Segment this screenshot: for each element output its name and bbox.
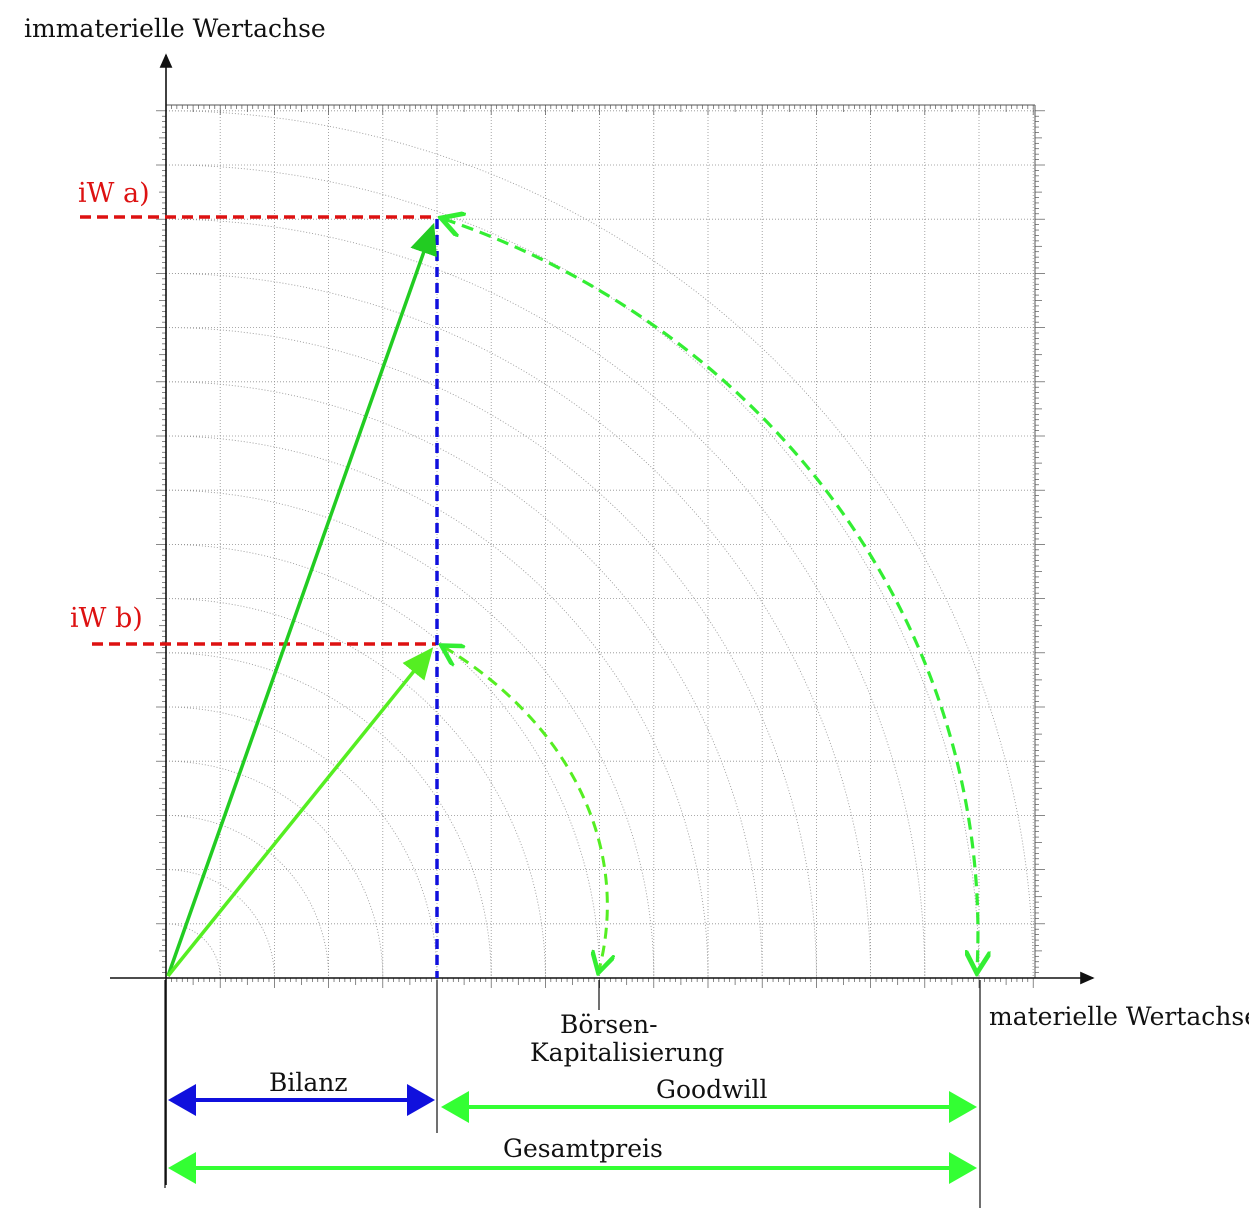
vector-b	[166, 647, 434, 978]
concentric-arc	[165, 923, 221, 979]
concentric-arc	[165, 435, 709, 979]
boersen-label-line2: Kapitalisierung	[530, 1038, 725, 1067]
y-axis-label: immaterielle Wertachse	[24, 14, 326, 43]
concentric-arc	[165, 869, 275, 979]
concentric-arc	[165, 760, 384, 979]
concentric-arc	[165, 164, 980, 979]
concentric-arc	[165, 272, 872, 979]
bilanz-label: Bilanz	[269, 1068, 348, 1097]
grid	[166, 104, 1036, 978]
axis-ticks	[156, 105, 1045, 988]
x-axis-label: materielle Wertachse	[989, 1002, 1249, 1031]
rotation-arc-b	[444, 647, 607, 970]
concentric-arc	[165, 814, 330, 979]
iw-a-label: iW a)	[78, 178, 150, 209]
concentric-arc	[165, 381, 763, 979]
concentric-arc	[165, 706, 438, 979]
rotation-arc-a	[444, 219, 978, 970]
vector-a	[166, 222, 437, 977]
concentric-arc	[165, 543, 601, 979]
boersen-label-line1: Börsen-	[560, 1010, 658, 1039]
iw-b-label: iW b)	[70, 603, 143, 634]
goodwill-label: Goodwill	[656, 1075, 768, 1104]
concentric-arc	[165, 489, 655, 979]
concentric-arc	[165, 598, 546, 979]
gesamtpreis-label: Gesamtpreis	[503, 1134, 663, 1163]
